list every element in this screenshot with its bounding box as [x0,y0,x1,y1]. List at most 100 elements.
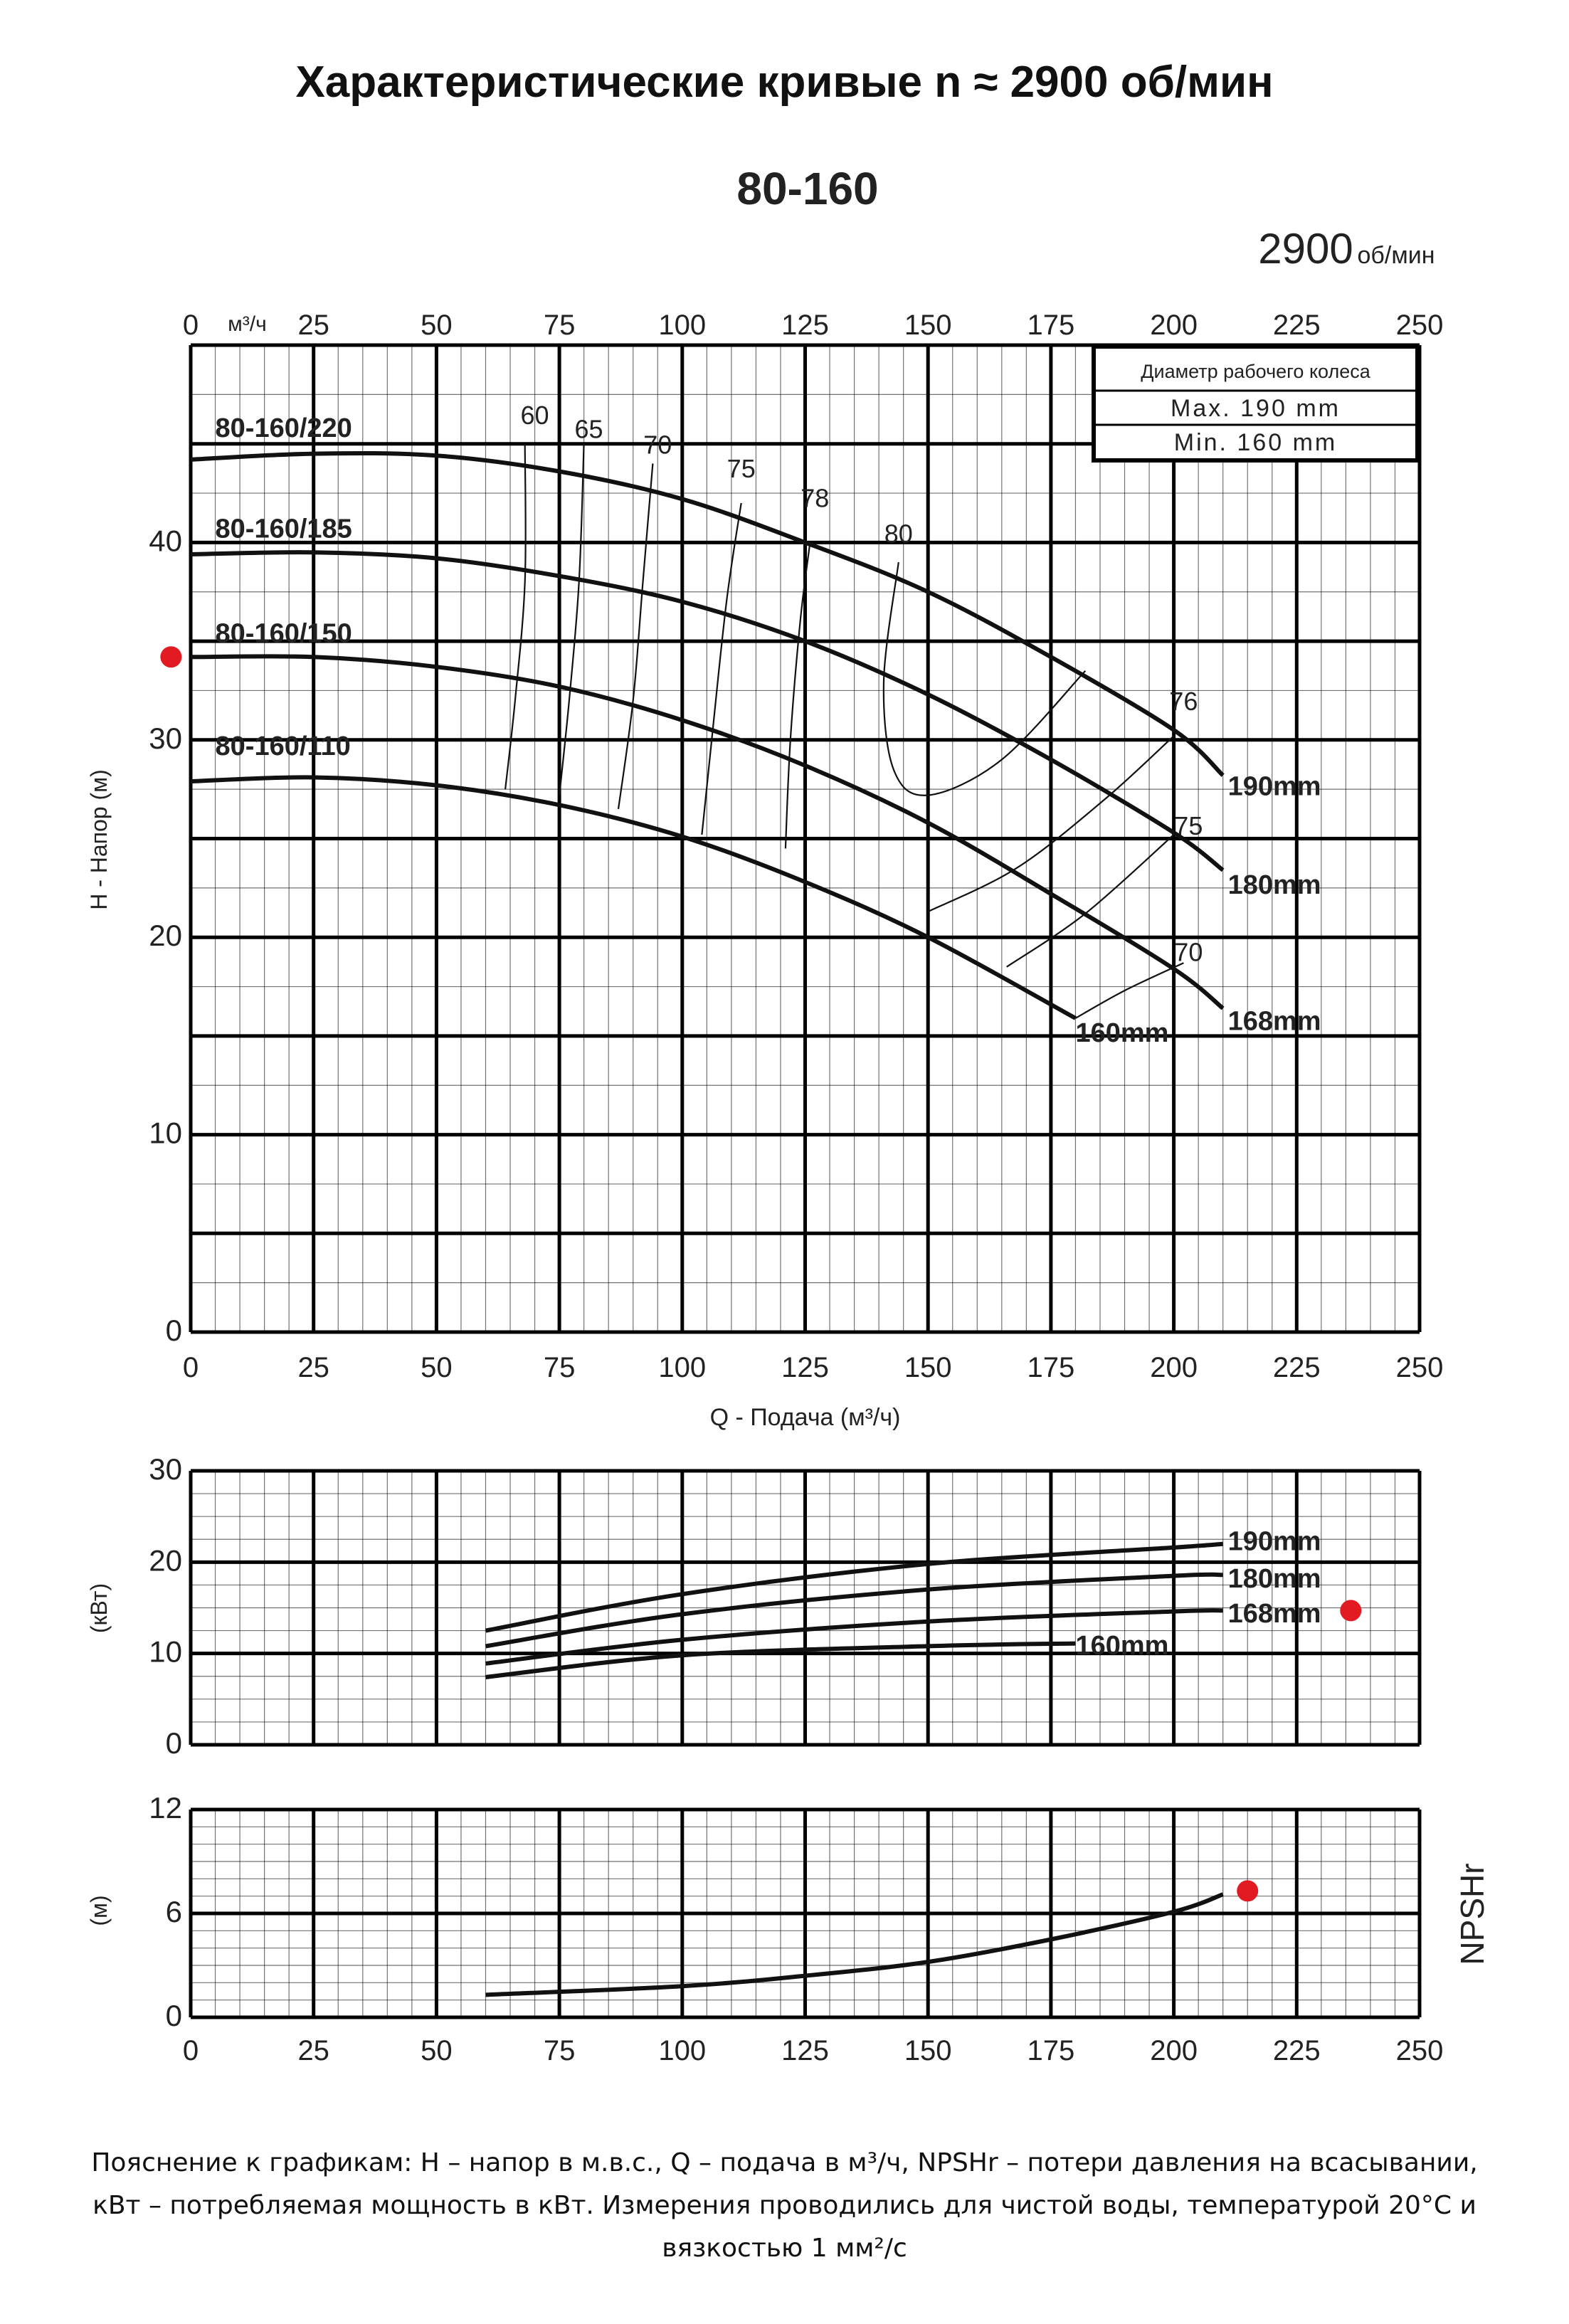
power-y-tick-label: 0 [166,1726,182,1760]
efficiency-line [559,443,585,796]
efficiency-line [1074,962,1184,1019]
power-curve [485,1641,1076,1679]
page-title: Характеристические кривые n ≈ 2900 об/ми… [295,58,1274,107]
npsh-x-tick-label: 50 [421,2035,453,2066]
y-tick-label: 0 [166,1314,182,1347]
power-curve [485,1608,1223,1666]
efficiency-line [617,463,654,810]
y-tick-label: 40 [149,524,182,557]
y-axis-label: H - Напор (м) [86,769,112,910]
x-axis-label: Q - Подача (м³/ч) [710,1404,901,1431]
efficiency-label: 60 [521,401,549,430]
power-y-axis-label: (кВт) [86,1583,112,1633]
efficiency-line [1006,834,1175,968]
power-marker [1340,1600,1362,1622]
npsh-x-tick-label: 125 [781,2035,829,2066]
top-x-tick-label: 175 [1027,310,1075,341]
power-y-tick-label: 10 [149,1635,182,1669]
speed-unit: об/мин [1358,242,1435,269]
x-tick-label: 175 [1027,1352,1075,1383]
top-x-tick-label: 200 [1150,310,1198,341]
top-axis-unit: м³/ч [228,312,267,336]
x-tick-label: 225 [1273,1352,1321,1383]
x-tick-label: 50 [421,1352,453,1383]
top-x-tick-label: 75 [544,310,576,341]
model-label: 80-160/220 [216,413,352,443]
efficiency-line [784,542,811,849]
efficiency-label: 70 [643,431,672,460]
efficiency-label: 76 [1169,687,1198,716]
power-curve [485,1572,1223,1649]
head-curve [190,654,1225,1010]
x-tick-label: 75 [544,1352,576,1383]
power-chart: 0 10 20 30 (кВт) 190mm 180mm 168mm 160mm [86,1452,1422,1760]
top-x-tick-label: 0 [183,310,199,341]
x-tick-label: 250 [1396,1352,1444,1383]
head-curve [190,550,1225,872]
top-x-tick-label: 150 [904,310,952,341]
y-tick-label: 20 [149,919,182,952]
npsh-x-tick-label: 200 [1150,2035,1198,2066]
power-curve [485,1541,1223,1633]
npsh-x-tick-label: 100 [658,2035,706,2066]
npsh-x-tick-label: 175 [1027,2035,1075,2066]
efficiency-label: 70 [1174,937,1203,966]
top-x-tick-label: 225 [1273,310,1321,341]
model-label: 80-160/150 [216,619,352,649]
impeller-box-max: Max. 190 mm [1171,395,1341,422]
model-label: 80-160/185 [216,514,352,544]
npsh-chart: 0 6 12 0 25 50 75 100 125 150 175 200 225 250 (м) NPSHr [86,1791,1491,2066]
efficiency-label: 80 [884,519,913,548]
power-y-tick-label: 30 [149,1452,182,1486]
y-tick-label: 10 [149,1116,182,1150]
top-x-tick-label: 250 [1396,310,1444,341]
power-y-tick-label: 20 [149,1543,182,1577]
chart-title: 80-160 [736,163,878,214]
x-tick-label: 0 [183,1352,199,1383]
impeller-box [1092,344,1420,463]
efficiency-line [927,735,1175,913]
diameter-label: 180mm [1228,870,1321,900]
model-label: 80-160/110 [216,731,351,761]
npsh-y-tick-label: 0 [166,1999,182,2032]
top-x-tick-label: 125 [781,310,829,341]
y-tick-label: 30 [149,722,182,755]
head-curve [190,775,1077,1020]
impeller-box-min: Min. 160 mm [1174,429,1338,456]
power-diameter-label: 160mm [1075,1631,1168,1661]
top-x-tick-label: 100 [658,310,706,341]
x-tick-label: 150 [904,1352,952,1383]
npsh-y-axis-label: (м) [86,1895,112,1926]
npsh-x-tick-label: 0 [183,2035,199,2066]
efficiency-line [504,443,527,790]
footnote: Пояснение к графикам: H – напор в м.в.с.… [91,2148,1478,2263]
npsh-side-label: NPSHr [1454,1863,1491,1965]
x-tick-label: 125 [781,1352,829,1383]
npsh-curve [485,1892,1224,1997]
diameter-label: 190mm [1228,771,1321,801]
speed-value: 2900 [1258,225,1353,273]
npsh-y-tick-label: 6 [166,1895,182,1928]
npsh-marker [1237,1880,1259,1902]
efficiency-label: 65 [575,414,603,443]
power-diameter-label: 190mm [1228,1527,1321,1557]
diameter-label: 160mm [1075,1018,1168,1048]
efficiency-label: 78 [801,483,829,512]
efficiency-line [701,502,742,835]
diameter-label: 168mm [1228,1007,1321,1037]
npsh-x-tick-label: 150 [904,2035,952,2066]
x-tick-label: 25 [297,1352,329,1383]
top-x-tick-label: 25 [297,310,329,341]
head-flow-chart: 0025255050757510010012512515015017517520… [86,163,1443,1431]
npsh-x-tick-label: 250 [1396,2035,1444,2066]
power-diameter-label: 180mm [1228,1564,1321,1594]
efficiency-line [882,561,1087,796]
top-x-tick-label: 50 [421,310,453,341]
npsh-x-tick-label: 25 [297,2035,329,2066]
head-marker [160,646,182,668]
npsh-y-tick-label: 12 [149,1791,182,1824]
head-curve [190,450,1225,777]
power-diameter-label: 168mm [1228,1599,1321,1629]
impeller-box-header: Диаметр рабочего колеса [1141,361,1371,382]
